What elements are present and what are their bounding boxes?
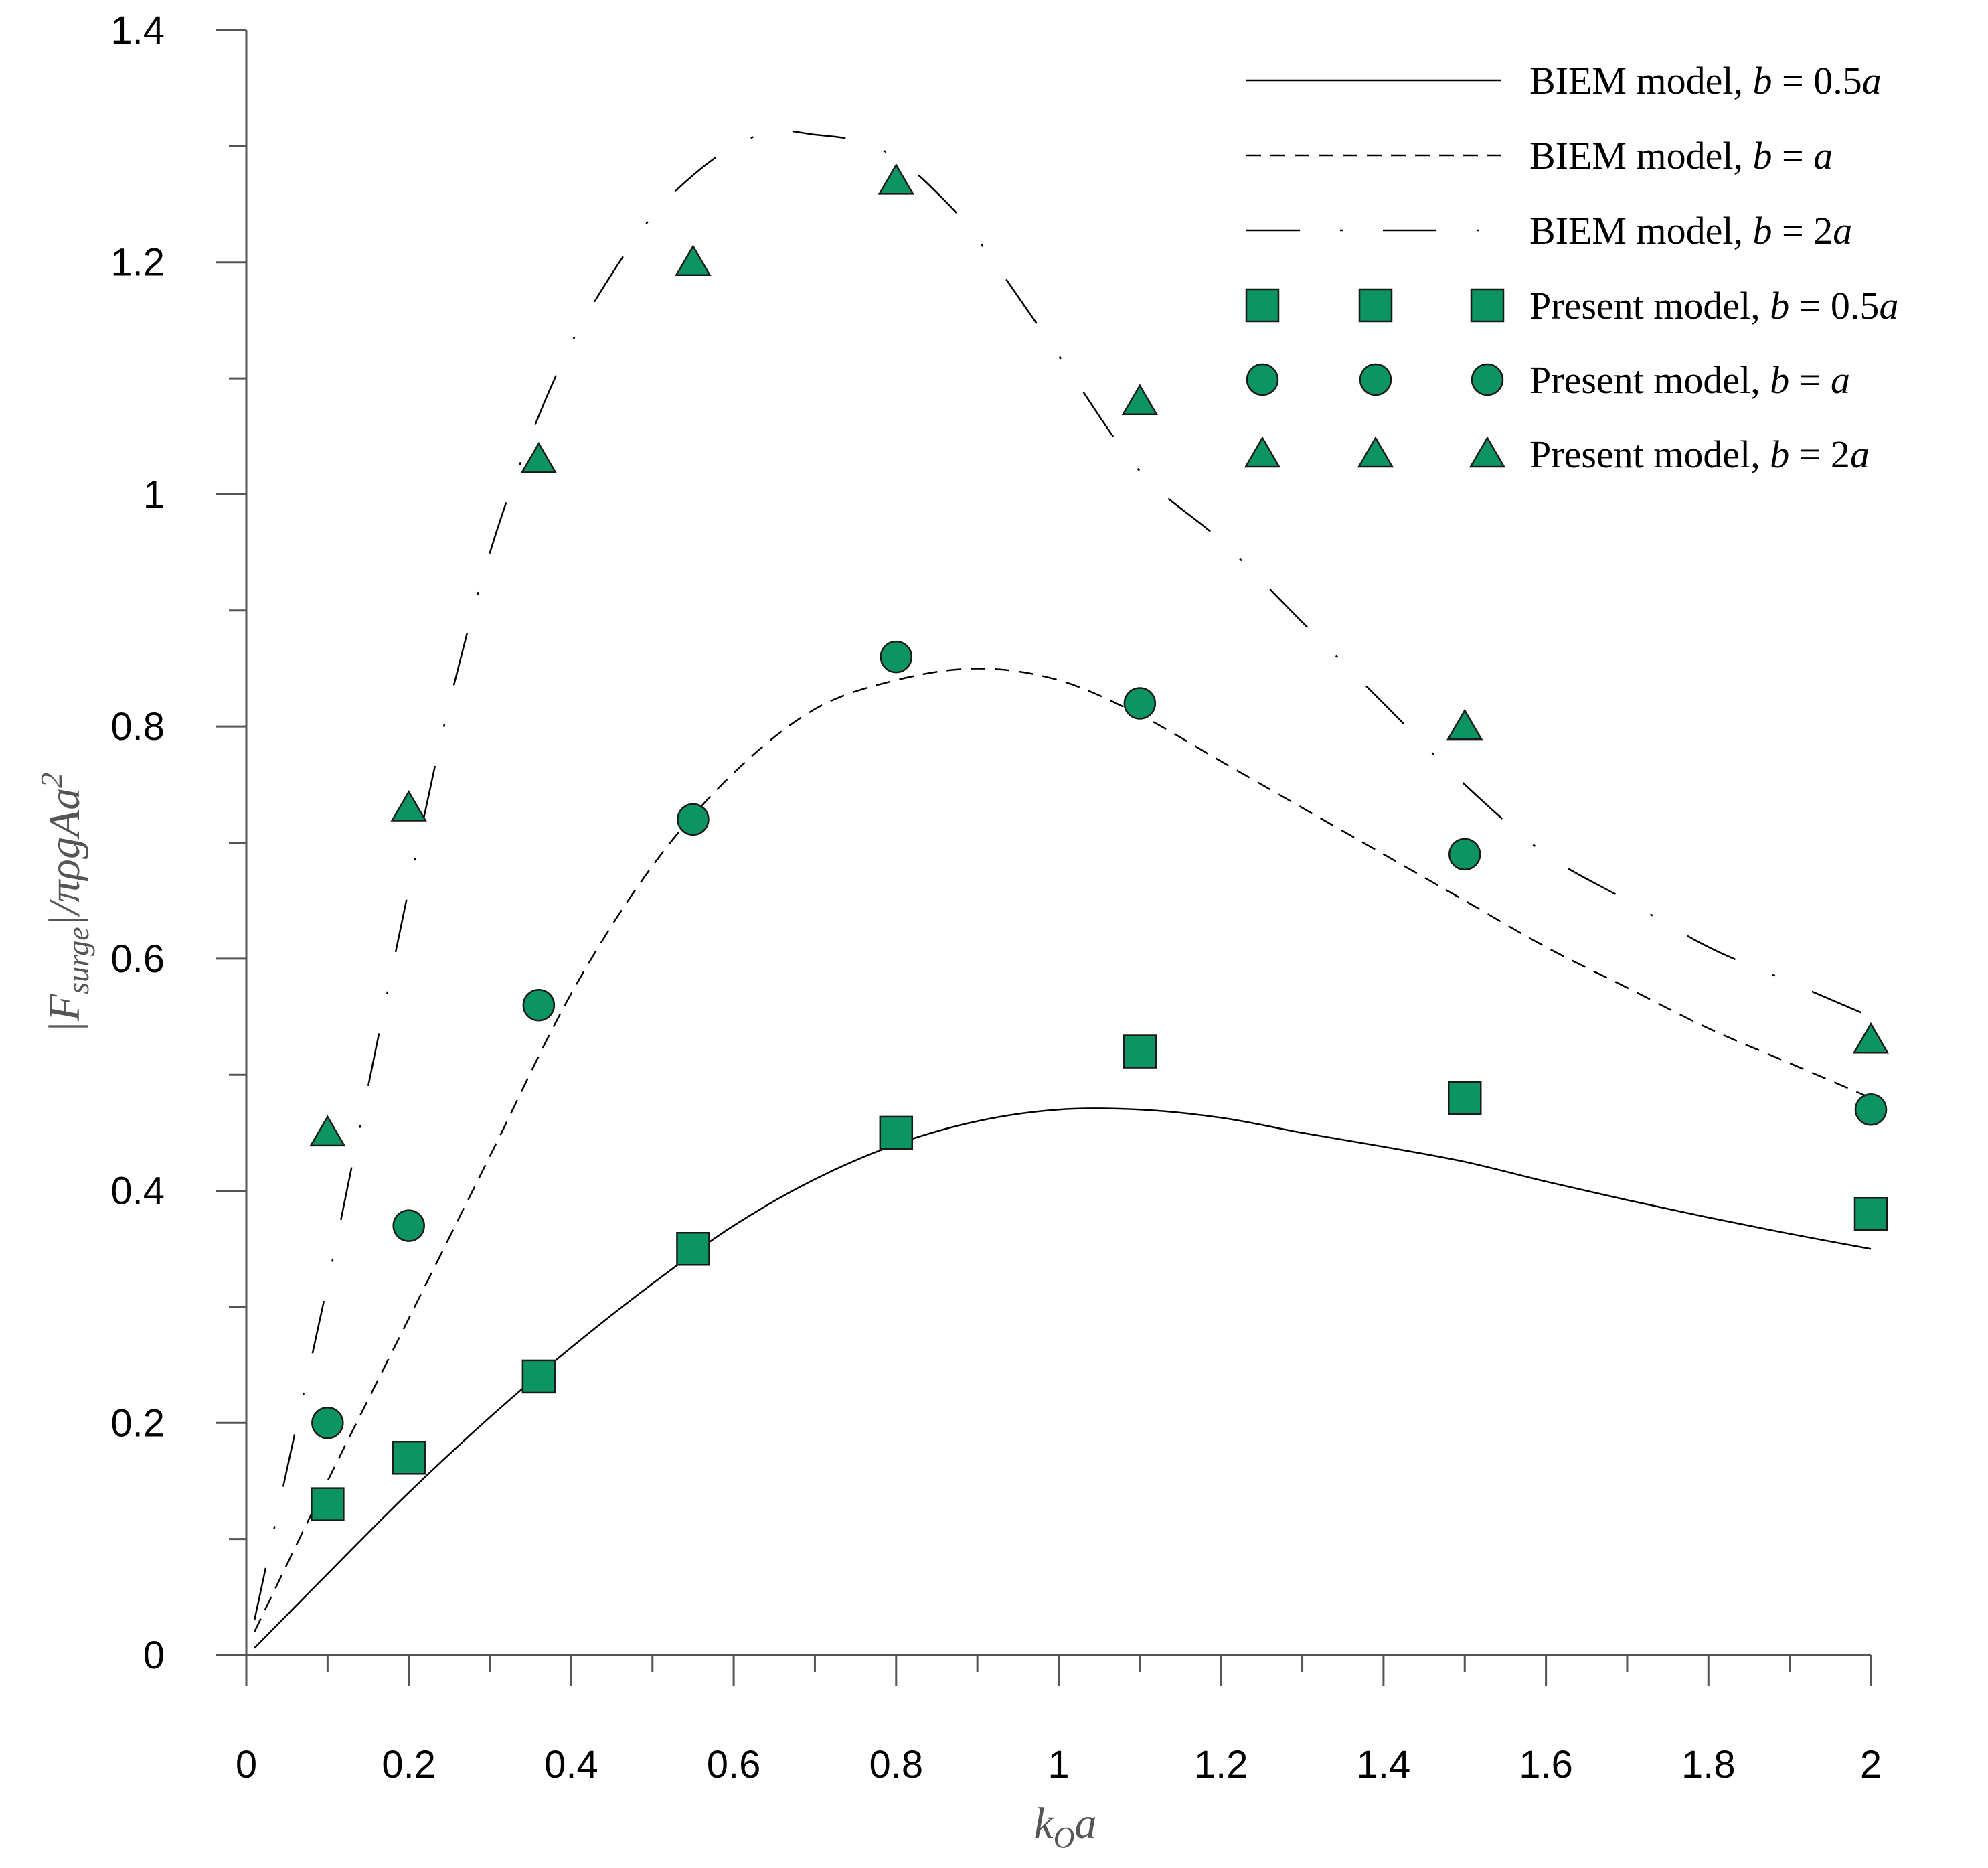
legend-present-b-0-5a: Present model, b = 0.5a (1245, 284, 1898, 327)
legend-label: Present model, b = a (1529, 358, 1850, 402)
legend-square-marker (1245, 288, 1280, 323)
legend-label: Present model, b = 2a (1529, 433, 1870, 476)
biem-curves (253, 129, 1872, 1649)
legend-label: Present model, b = 0.5a (1529, 284, 1898, 327)
biem-curve-b-a (253, 668, 1872, 1632)
present-model-triangle-marker (878, 163, 914, 195)
present-model-triangle-marker (1852, 1022, 1890, 1054)
x-axis-title: kOa (1033, 1799, 1096, 1854)
present-model-circle-marker (392, 1209, 425, 1242)
x-tick-label: 1.6 (1519, 1743, 1573, 1786)
y-tick-label: 1.4 (110, 9, 165, 52)
present-model-square-marker (1853, 1196, 1888, 1231)
present-model-square-marker (1123, 1034, 1157, 1069)
y-tick-label: 0.8 (110, 705, 165, 749)
present-model-triangle-marker (675, 244, 712, 276)
x-tick-label: 2 (1860, 1743, 1882, 1786)
present-model-circle-marker (880, 640, 913, 674)
x-tick-label: 1 (1048, 1743, 1069, 1786)
present-model-square-marker (879, 1115, 914, 1150)
y-axis-title: |Fsurge|/πρgAa2 (34, 773, 95, 1034)
legend-biem-b-a: BIEM model, b = a (1246, 134, 1833, 177)
x-tick-label: 0.4 (544, 1743, 598, 1786)
legend-square-marker (1358, 288, 1393, 323)
x-tick-label: 0.6 (707, 1743, 761, 1786)
legend-biem-b-2a: BIEM model, b = 2a (1246, 209, 1852, 252)
present-model-triangle-marker (1446, 708, 1483, 741)
present-model-circle-marker (677, 803, 710, 836)
legend-circle-marker (1246, 363, 1279, 396)
legend-label: BIEM model, b = 2a (1529, 209, 1852, 252)
x-tick-label: 0.8 (869, 1743, 923, 1786)
axes: 0 0.2 0.4 0.6 0.8 1 1.2 1.4 1.6 1.8 2 0 0.2 0.4 0.6 0.… (110, 9, 1882, 1786)
x-tick-label: 0 (236, 1743, 257, 1786)
present-model-square-marker (1448, 1081, 1482, 1115)
present-model-square-marker (392, 1441, 426, 1475)
y-tick-label: 0.4 (110, 1170, 165, 1213)
x-tick-label: 0.2 (382, 1743, 436, 1786)
present-model-circle-marker (1448, 838, 1481, 871)
y-tick-label: 0.6 (110, 937, 165, 981)
y-tick-label: 1.2 (110, 241, 165, 285)
x-tick-label: 1.8 (1681, 1743, 1736, 1786)
present-model-triangle-marker (390, 790, 427, 822)
y-tick-label: 0.2 (110, 1401, 165, 1445)
present-model-triangle-marker (520, 441, 558, 473)
legend-square-marker (1470, 288, 1505, 323)
present-model-circle-marker (522, 988, 556, 1022)
legend-triangle-marker (1469, 436, 1506, 468)
y-ticks: 0 0.2 0.4 0.6 0.8 1 1.2 1.4 (110, 9, 246, 1677)
present-model-square-marker (676, 1232, 710, 1266)
present-model-square-marker (311, 1487, 345, 1521)
legend-label: BIEM model, b = 0.5a (1529, 59, 1882, 102)
legend-triangle-marker (1357, 436, 1394, 468)
y-tick-label: 1 (143, 473, 165, 516)
present-model-markers (309, 163, 1890, 1521)
legend: BIEM model, b = 0.5a BIEM model, b = a BIE… (1244, 59, 1898, 476)
x-ticks: 0 0.2 0.4 0.6 0.8 1 1.2 1.4 1.6 1.8 2 (236, 1655, 1882, 1786)
biem-curve-b-0-5a (254, 1107, 1872, 1649)
legend-circle-marker (1471, 363, 1504, 396)
present-model-triangle-marker (1121, 384, 1159, 415)
legend-circle-marker (1359, 363, 1392, 396)
present-model-square-marker (521, 1359, 556, 1394)
legend-biem-b-0-5a: BIEM model, b = 0.5a (1246, 59, 1882, 102)
biem-curve-b-2a (253, 129, 1872, 1621)
x-tick-label: 1.4 (1357, 1743, 1411, 1786)
x-tick-label: 1.2 (1194, 1743, 1248, 1786)
legend-triangle-marker (1244, 436, 1281, 468)
legend-present-b-a: Present model, b = a (1246, 358, 1850, 402)
present-model-circle-marker (1854, 1093, 1888, 1126)
y-tick-label: 0 (143, 1634, 165, 1677)
present-model-circle-marker (311, 1407, 344, 1439)
present-model-triangle-marker (309, 1115, 346, 1147)
legend-label: BIEM model, b = a (1529, 134, 1833, 177)
present-model-circle-marker (1123, 687, 1157, 720)
legend-present-b-2a: Present model, b = 2a (1244, 433, 1870, 476)
